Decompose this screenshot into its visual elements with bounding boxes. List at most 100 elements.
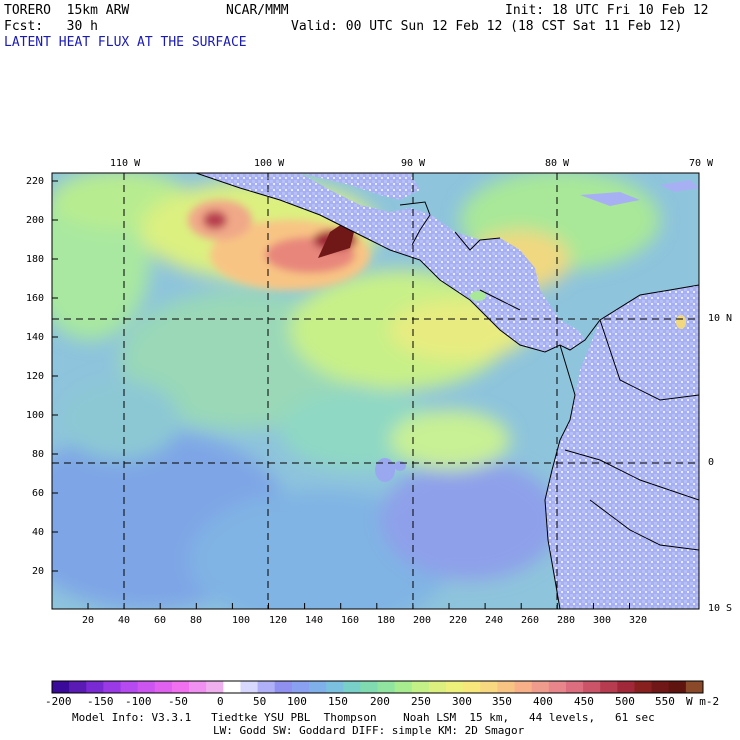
colorbar-swatch <box>377 681 396 693</box>
model-name: TORERO 15km ARW <box>4 3 130 18</box>
y-tick-label: 200 <box>26 215 45 226</box>
colorbar-swatch <box>617 681 635 693</box>
x-tick-label: 220 <box>449 615 468 626</box>
y-tick-label: 40 <box>32 527 45 538</box>
colorbar-swatch <box>651 681 670 693</box>
colorbar-label: 300 <box>452 695 472 708</box>
colorbar-swatch <box>189 681 207 693</box>
lat-label-10s: 10 S <box>708 603 733 614</box>
init-time: Init: 18 UTC Fri 10 Feb 12 <box>505 3 709 18</box>
colorbar-swatch <box>171 681 190 693</box>
lon-label-110w: 110 W <box>110 158 141 169</box>
colorbar <box>52 681 704 693</box>
colorbar-label: 400 <box>533 695 553 708</box>
colorbar-swatch <box>240 681 259 693</box>
colorbar-label: 200 <box>370 695 390 708</box>
model-info-line: Model Info: V3.3.1 Tiedtke YSU PBL Thomp… <box>72 711 655 724</box>
colorbar-swatch <box>446 681 464 693</box>
colorbar-swatch <box>685 681 704 693</box>
lon-label-80w: 80 W <box>545 158 570 169</box>
colorbar-swatch <box>634 681 653 693</box>
colorbar-swatch <box>668 681 687 693</box>
colorbar-swatch <box>531 681 550 693</box>
x-tick-label: 60 <box>154 615 167 626</box>
y-ticks <box>52 180 58 572</box>
graticule <box>52 173 699 609</box>
colorbar-label: 350 <box>492 695 512 708</box>
colorbar-swatch <box>86 681 104 693</box>
colorbar-swatch <box>257 681 276 693</box>
colorbar-swatch <box>69 681 87 693</box>
y-tick-label: 100 <box>26 410 45 421</box>
field-title: LATENT HEAT FLUX AT THE SURFACE <box>4 35 247 50</box>
colorbar-swatch <box>411 681 430 693</box>
colorbar-swatch <box>223 681 241 693</box>
map-frame <box>51 172 700 610</box>
colorbar-label: -100 <box>125 695 152 708</box>
colorbar-label: 250 <box>411 695 431 708</box>
colorbar-label: 150 <box>328 695 348 708</box>
colorbar-swatch <box>497 681 516 693</box>
lon-label-100w: 100 W <box>254 158 285 169</box>
x-tick-label: 300 <box>593 615 612 626</box>
colorbar-swatch <box>480 681 498 693</box>
x-tick-label: 140 <box>305 615 324 626</box>
x-tick-label: 200 <box>413 615 432 626</box>
x-tick-label: 160 <box>341 615 360 626</box>
lat-label-0: 0 <box>708 457 715 468</box>
x-tick-label: 280 <box>557 615 576 626</box>
colorbar-swatch <box>291 681 310 693</box>
colorbar-units: W m-2 <box>686 695 720 708</box>
x-tick-label: 100 <box>232 615 251 626</box>
y-tick-label: 120 <box>26 371 45 382</box>
lon-label-70w: 70 W <box>689 158 714 169</box>
colorbar-label: -150 <box>87 695 114 708</box>
colorbar-swatch <box>394 681 413 693</box>
y-tick-label: 60 <box>32 488 45 499</box>
colorbar-swatch <box>565 681 584 693</box>
colorbar-label: -50 <box>168 695 188 708</box>
x-tick-label: 240 <box>485 615 504 626</box>
colorbar-swatch <box>308 681 327 693</box>
colorbar-swatch <box>103 681 122 693</box>
colorbar-swatch <box>52 681 70 693</box>
colorbar-swatch <box>343 681 361 693</box>
forecast-hour: Fcst: 30 h <box>4 19 98 34</box>
x-tick-label: 20 <box>82 615 95 626</box>
colorbar-label: 500 <box>615 695 635 708</box>
x-ticks <box>87 603 630 609</box>
y-tick-label: 20 <box>32 566 45 577</box>
colorbar-swatch <box>548 681 567 693</box>
lon-label-90w: 90 W <box>401 158 426 169</box>
physics-info-line: LW: Godd SW: Goddard DIFF: simple KM: 2D… <box>213 724 525 737</box>
colorbar-swatch <box>360 681 378 693</box>
y-tick-label: 160 <box>26 293 45 304</box>
colorbar-swatch <box>154 681 173 693</box>
colorbar-swatch <box>600 681 618 693</box>
colorbar-label: 100 <box>287 695 307 708</box>
colorbar-swatch <box>206 681 224 693</box>
y-tick-label: 180 <box>26 254 45 265</box>
colorbar-swatch <box>120 681 139 693</box>
colorbar-label: -200 <box>45 695 72 708</box>
colorbar-label: 50 <box>253 695 267 708</box>
organization-label: NCAR/MMM <box>226 3 289 18</box>
valid-time: Valid: 00 UTC Sun 12 Feb 12 (18 CST Sat … <box>291 19 683 34</box>
colorbar-label: 0 <box>217 695 224 708</box>
x-tick-label: 80 <box>190 615 203 626</box>
x-tick-label: 180 <box>377 615 396 626</box>
colorbar-swatch <box>274 681 293 693</box>
colorbar-swatch <box>514 681 533 693</box>
colorbar-swatch <box>137 681 156 693</box>
x-tick-label: 260 <box>521 615 540 626</box>
colorbar-swatch <box>463 681 481 693</box>
x-tick-label: 120 <box>269 615 288 626</box>
x-tick-label: 40 <box>118 615 131 626</box>
colorbar-frame <box>51 680 704 694</box>
latent-heat-field <box>52 173 699 609</box>
colorbar-label: 450 <box>574 695 594 708</box>
colorbar-label: 550 <box>655 695 675 708</box>
colorbar-swatch <box>326 681 344 693</box>
y-tick-label: 220 <box>26 176 45 187</box>
colorbar-swatch <box>583 681 601 693</box>
